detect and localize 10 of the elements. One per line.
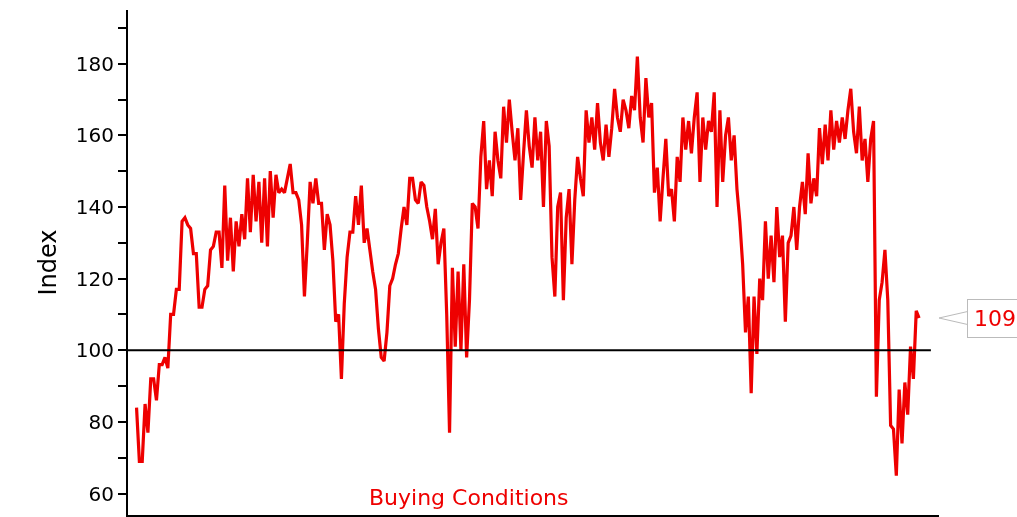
y-tick-label: 80: [88, 409, 114, 434]
y-tick-label: 120: [75, 266, 114, 291]
y-tick-label: 60: [88, 481, 114, 506]
y-tick-label: 100: [75, 338, 114, 363]
y-tick-label: 180: [75, 51, 114, 76]
y-axis-title: Index: [34, 229, 63, 296]
y-tick-label: 160: [75, 123, 114, 148]
text: Buying Conditions: [369, 485, 569, 510]
text: 109: [974, 306, 1016, 331]
y-tick-label: 140: [75, 194, 114, 219]
